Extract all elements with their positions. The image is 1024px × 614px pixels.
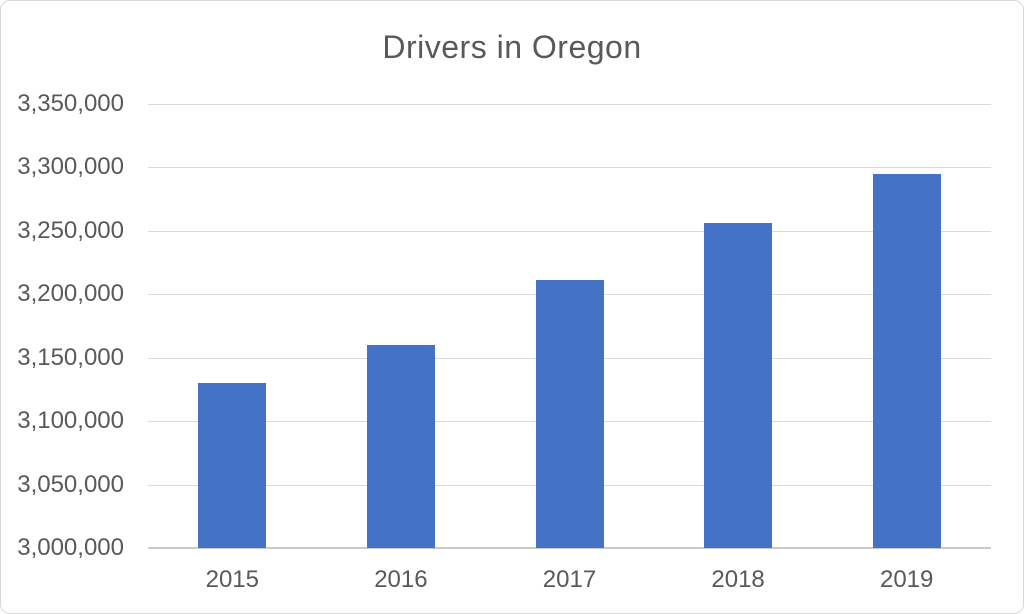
x-tick-label-2016: 2016 (374, 566, 428, 593)
gridline-3300000 (148, 167, 991, 169)
bar-2015 (198, 383, 267, 548)
y-tick-label-3250000: 3,250,000 (17, 216, 124, 244)
plot-area (148, 104, 991, 549)
y-tick-label-3100000: 3,100,000 (17, 407, 124, 435)
gridline-3250000 (148, 230, 991, 232)
y-tick-label-3300000: 3,300,000 (17, 153, 124, 181)
gridline-3350000 (148, 104, 991, 105)
y-tick-label-3350000: 3,350,000 (17, 90, 124, 117)
x-tick-label-2017: 2017 (542, 566, 597, 593)
chart-title: Drivers in Oregon (382, 29, 642, 65)
y-tick-label-3150000: 3,150,000 (17, 343, 124, 371)
bar-2018 (704, 223, 773, 548)
bar-2019 (872, 173, 941, 548)
bar-2016 (366, 345, 435, 548)
y-tick-label-3050000: 3,050,000 (17, 470, 124, 498)
y-tick-label-3200000: 3,200,000 (17, 280, 124, 308)
x-tick-label-2018: 2018 (711, 566, 765, 593)
bar-2017 (535, 280, 604, 548)
x-tick-label-2019: 2019 (879, 566, 934, 593)
x-axis-line (148, 547, 991, 549)
x-tick-label-2015: 2015 (205, 566, 259, 593)
y-tick-label-3000000: 3,000,000 (17, 534, 124, 561)
